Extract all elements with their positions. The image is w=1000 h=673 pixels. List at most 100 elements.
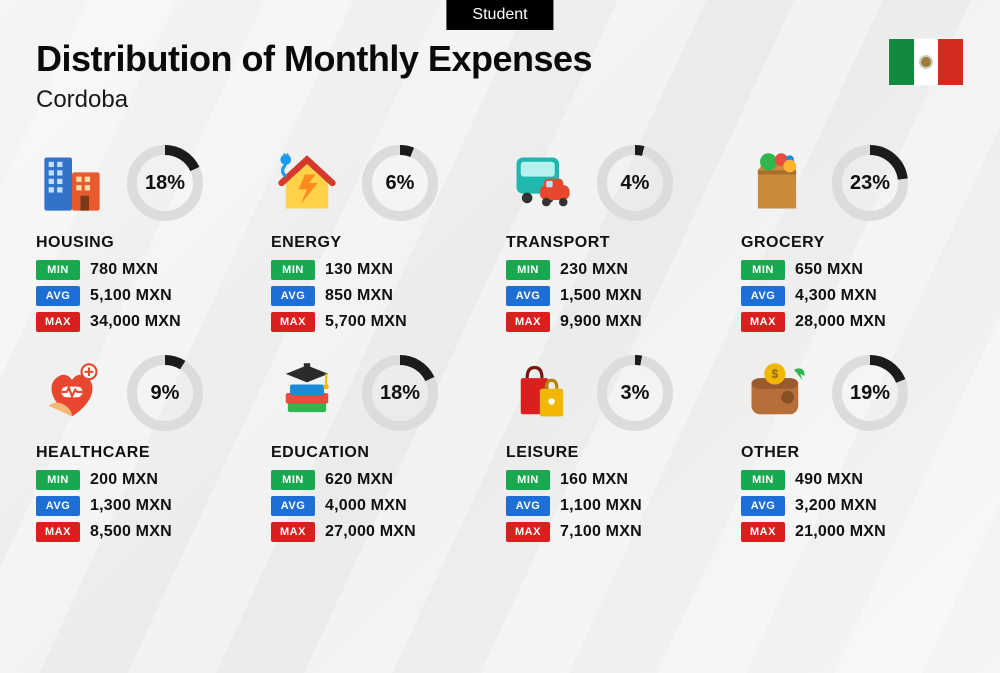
category-card-other: 19% OTHER MIN 490 MXN AVG 3,200 MXN MAX … bbox=[741, 352, 964, 548]
stat-row-avg: AVG 850 MXN bbox=[271, 286, 494, 306]
category-title: TRANSPORT bbox=[506, 234, 729, 252]
category-card-grocery: 23% GROCERY MIN 650 MXN AVG 4,300 MXN MA… bbox=[741, 142, 964, 338]
pct-label: 19% bbox=[831, 354, 909, 432]
pct-label: 18% bbox=[361, 354, 439, 432]
pct-donut: 4% bbox=[596, 144, 674, 222]
max-badge: MAX bbox=[741, 312, 785, 332]
min-value: 490 MXN bbox=[795, 471, 863, 489]
stat-row-avg: AVG 1,500 MXN bbox=[506, 286, 729, 306]
category-card-education: 18% EDUCATION MIN 620 MXN AVG 4,000 MXN … bbox=[271, 352, 494, 548]
stat-row-min: MIN 780 MXN bbox=[36, 260, 259, 280]
max-badge: MAX bbox=[741, 522, 785, 542]
grocery-icon bbox=[741, 147, 813, 219]
avg-badge: AVG bbox=[271, 286, 315, 306]
category-card-housing: 18% HOUSING MIN 780 MXN AVG 5,100 MXN MA… bbox=[36, 142, 259, 338]
max-badge: MAX bbox=[271, 522, 315, 542]
avg-badge: AVG bbox=[506, 286, 550, 306]
avg-badge: AVG bbox=[36, 286, 80, 306]
pct-donut: 9% bbox=[126, 354, 204, 432]
max-value: 5,700 MXN bbox=[325, 313, 407, 331]
min-value: 230 MXN bbox=[560, 261, 628, 279]
pct-donut: 6% bbox=[361, 144, 439, 222]
categories-grid: 18% HOUSING MIN 780 MXN AVG 5,100 MXN MA… bbox=[0, 114, 1000, 548]
housing-icon bbox=[36, 147, 108, 219]
min-value: 620 MXN bbox=[325, 471, 393, 489]
avg-value: 5,100 MXN bbox=[90, 287, 172, 305]
min-badge: MIN bbox=[271, 470, 315, 490]
avg-value: 1,100 MXN bbox=[560, 497, 642, 515]
stat-row-avg: AVG 4,300 MXN bbox=[741, 286, 964, 306]
stat-row-avg: AVG 3,200 MXN bbox=[741, 496, 964, 516]
stat-row-min: MIN 160 MXN bbox=[506, 470, 729, 490]
stat-row-avg: AVG 5,100 MXN bbox=[36, 286, 259, 306]
max-badge: MAX bbox=[506, 522, 550, 542]
avg-value: 850 MXN bbox=[325, 287, 393, 305]
pct-donut: 18% bbox=[361, 354, 439, 432]
country-flag-icon bbox=[888, 38, 964, 86]
category-title: OTHER bbox=[741, 444, 964, 462]
pct-label: 3% bbox=[596, 354, 674, 432]
energy-icon bbox=[271, 147, 343, 219]
pct-label: 9% bbox=[126, 354, 204, 432]
pct-donut: 3% bbox=[596, 354, 674, 432]
avg-value: 1,500 MXN bbox=[560, 287, 642, 305]
min-badge: MIN bbox=[506, 260, 550, 280]
max-value: 34,000 MXN bbox=[90, 313, 181, 331]
stat-row-min: MIN 130 MXN bbox=[271, 260, 494, 280]
pct-donut: 19% bbox=[831, 354, 909, 432]
page-title: Distribution of Monthly Expenses bbox=[36, 38, 964, 80]
avg-value: 1,300 MXN bbox=[90, 497, 172, 515]
stat-row-min: MIN 230 MXN bbox=[506, 260, 729, 280]
page-subtitle: Cordoba bbox=[36, 86, 964, 114]
pct-label: 18% bbox=[126, 144, 204, 222]
min-badge: MIN bbox=[271, 260, 315, 280]
avg-badge: AVG bbox=[506, 496, 550, 516]
max-value: 9,900 MXN bbox=[560, 313, 642, 331]
min-badge: MIN bbox=[741, 470, 785, 490]
stat-row-avg: AVG 1,100 MXN bbox=[506, 496, 729, 516]
max-value: 21,000 MXN bbox=[795, 523, 886, 541]
category-card-energy: 6% ENERGY MIN 130 MXN AVG 850 MXN MAX 5,… bbox=[271, 142, 494, 338]
leisure-icon bbox=[506, 357, 578, 429]
transport-icon bbox=[506, 147, 578, 219]
max-badge: MAX bbox=[36, 312, 80, 332]
category-title: EDUCATION bbox=[271, 444, 494, 462]
max-value: 8,500 MXN bbox=[90, 523, 172, 541]
stat-row-min: MIN 200 MXN bbox=[36, 470, 259, 490]
stat-row-max: MAX 7,100 MXN bbox=[506, 522, 729, 542]
stat-row-max: MAX 21,000 MXN bbox=[741, 522, 964, 542]
stat-row-avg: AVG 1,300 MXN bbox=[36, 496, 259, 516]
avg-value: 4,000 MXN bbox=[325, 497, 407, 515]
max-badge: MAX bbox=[36, 522, 80, 542]
avg-value: 3,200 MXN bbox=[795, 497, 877, 515]
avg-value: 4,300 MXN bbox=[795, 287, 877, 305]
min-value: 200 MXN bbox=[90, 471, 158, 489]
min-value: 160 MXN bbox=[560, 471, 628, 489]
category-title: LEISURE bbox=[506, 444, 729, 462]
min-badge: MIN bbox=[506, 470, 550, 490]
avg-badge: AVG bbox=[741, 286, 785, 306]
stat-row-min: MIN 650 MXN bbox=[741, 260, 964, 280]
max-badge: MAX bbox=[271, 312, 315, 332]
min-value: 650 MXN bbox=[795, 261, 863, 279]
other-icon bbox=[741, 357, 813, 429]
min-badge: MIN bbox=[36, 260, 80, 280]
stat-row-max: MAX 34,000 MXN bbox=[36, 312, 259, 332]
pct-donut: 18% bbox=[126, 144, 204, 222]
category-title: ENERGY bbox=[271, 234, 494, 252]
pct-donut: 23% bbox=[831, 144, 909, 222]
avg-badge: AVG bbox=[271, 496, 315, 516]
min-value: 780 MXN bbox=[90, 261, 158, 279]
min-badge: MIN bbox=[36, 470, 80, 490]
min-value: 130 MXN bbox=[325, 261, 393, 279]
category-title: GROCERY bbox=[741, 234, 964, 252]
pct-label: 6% bbox=[361, 144, 439, 222]
min-badge: MIN bbox=[741, 260, 785, 280]
healthcare-icon bbox=[36, 357, 108, 429]
stat-row-max: MAX 5,700 MXN bbox=[271, 312, 494, 332]
pct-label: 23% bbox=[831, 144, 909, 222]
max-value: 27,000 MXN bbox=[325, 523, 416, 541]
category-title: HEALTHCARE bbox=[36, 444, 259, 462]
max-value: 7,100 MXN bbox=[560, 523, 642, 541]
category-card-transport: 4% TRANSPORT MIN 230 MXN AVG 1,500 MXN M… bbox=[506, 142, 729, 338]
